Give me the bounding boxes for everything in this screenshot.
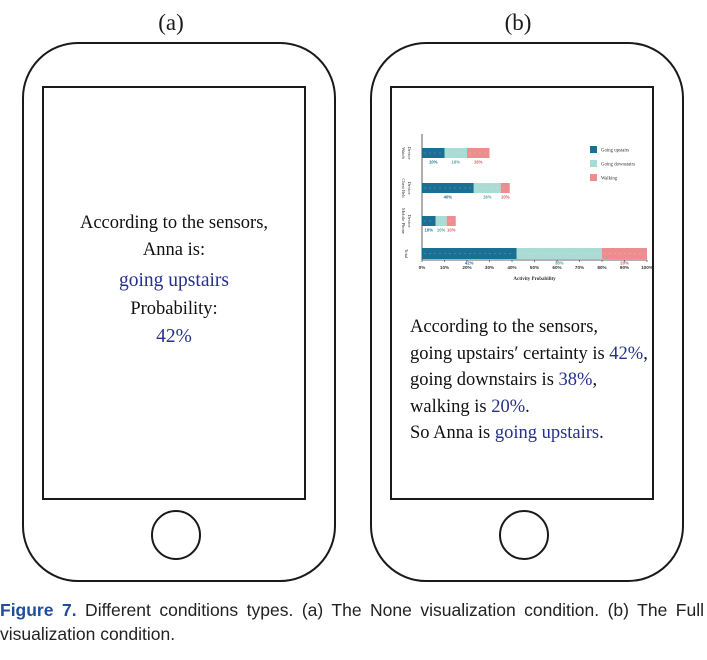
home-button-b[interactable] bbox=[499, 510, 549, 560]
x-tick-label: 20% bbox=[462, 265, 471, 270]
category-label: Watch bbox=[401, 147, 406, 159]
bar-segment bbox=[516, 248, 602, 259]
panel-a-text: According to the sensors, Anna is: going… bbox=[44, 210, 304, 350]
legend-swatch bbox=[590, 146, 597, 153]
bar-value-label: 16% bbox=[474, 160, 483, 165]
bar-segment bbox=[435, 216, 447, 226]
bar-segment bbox=[422, 248, 517, 259]
panel-b-line-2: going upstairs′ certainty is 42%, bbox=[410, 341, 672, 368]
activity-chart: 0% 10% 20% 30% 40% 50% 60% 70% 80% 90% 100% Activit… bbox=[401, 134, 652, 282]
phone-a-screen: According to the sensors, Anna is: going… bbox=[42, 86, 306, 500]
panel-b-line-5-suffix: . bbox=[599, 423, 604, 443]
conclusion-activity: going upstairs bbox=[494, 423, 600, 443]
panel-b-line-2-prefix: going upstairs′ certainty is bbox=[410, 343, 610, 364]
panel-a-line-1: According to the sensors, bbox=[79, 213, 269, 233]
x-tick-label: 0% bbox=[419, 265, 426, 270]
panel-b-line-5-prefix: So Anna is bbox=[410, 423, 495, 443]
category-label: Device bbox=[407, 146, 412, 159]
panel-a-line-2: Anna is: bbox=[142, 240, 206, 260]
panel-b-line-2-suffix: , bbox=[643, 343, 648, 364]
x-tick-label: 50% bbox=[530, 265, 539, 270]
figure-label: Figure 7. bbox=[0, 600, 77, 620]
phone-b-screen: 0% 10% 20% 30% 40% 50% 60% 70% 80% 90% 100% Activit… bbox=[390, 86, 654, 500]
x-tick-label: 80% bbox=[597, 265, 606, 270]
category-label: Mobile Phone bbox=[401, 208, 406, 234]
bar-value-label: 10% bbox=[429, 160, 438, 165]
figure-caption: Figure 7. Different conditions types. (a… bbox=[0, 598, 704, 646]
x-tick-label: 70% bbox=[575, 265, 584, 270]
bar-segment bbox=[422, 216, 436, 226]
x-tick-label: 100% bbox=[641, 265, 652, 270]
panel-label-a: (a) bbox=[158, 10, 184, 35]
legend-label: Walking bbox=[601, 177, 618, 182]
upstairs-certainty-value: 42% bbox=[609, 343, 644, 364]
category-label: Device bbox=[407, 214, 412, 227]
bar-value-label: 42% bbox=[465, 261, 474, 266]
bar-segment bbox=[500, 183, 510, 193]
bar-segment bbox=[422, 148, 445, 158]
bar-value-label: 38% bbox=[555, 261, 564, 266]
bar-segment bbox=[444, 148, 467, 158]
bar-value-label: 16% bbox=[483, 195, 492, 200]
bar-segment bbox=[422, 183, 474, 193]
bar-segment bbox=[446, 216, 456, 226]
bar-segment bbox=[602, 248, 647, 259]
category-label: Device bbox=[407, 181, 412, 194]
x-tick-label: 10% bbox=[440, 265, 449, 270]
panel-b-line-3: going downstairs is 38%, bbox=[410, 367, 672, 394]
panel-b-line-3-prefix: going downstairs is bbox=[410, 370, 559, 390]
panel-a-probability-value: 42% bbox=[156, 326, 192, 347]
bar-value-label: 40% bbox=[444, 195, 453, 200]
home-button-a[interactable] bbox=[151, 510, 201, 560]
bar-segment bbox=[467, 148, 490, 158]
bar-value-label: 16% bbox=[452, 160, 461, 165]
panel-a-probability-label: Probability: bbox=[130, 299, 218, 319]
bar-value-label: 10% bbox=[501, 195, 510, 200]
category-label: Chest Belt bbox=[401, 178, 406, 198]
bar-value-label: 10% bbox=[425, 228, 434, 233]
panel-b-line-5: So Anna is going upstairs. bbox=[410, 420, 672, 447]
x-tick-label: 90% bbox=[620, 265, 629, 270]
downstairs-value: 38% bbox=[558, 370, 593, 390]
legend-swatch bbox=[590, 160, 597, 167]
panel-b-text: According to the sensors, going upstairs… bbox=[410, 314, 672, 447]
panel-b-line-4-prefix: walking is bbox=[410, 396, 492, 417]
legend-label: Going upstairs bbox=[601, 149, 629, 154]
phone-b: 0% 10% 20% 30% 40% 50% 60% 70% 80% 90% 100% Activit… bbox=[370, 42, 684, 582]
x-tick-label: 30% bbox=[485, 265, 494, 270]
bar-segment bbox=[473, 183, 501, 193]
caption-text: Different conditions types. (a) The None… bbox=[0, 600, 704, 644]
bar-value-label: 10% bbox=[447, 228, 456, 233]
x-tick-label: 60% bbox=[552, 265, 561, 270]
x-tick-label: 40% bbox=[507, 265, 516, 270]
bar-value-label: 10% bbox=[437, 228, 446, 233]
panel-b-line-3-suffix: , bbox=[592, 370, 598, 390]
panel-a-activity: going upstairs bbox=[119, 270, 229, 291]
category-label: Total bbox=[404, 249, 409, 259]
panel-label-b: (b) bbox=[504, 10, 532, 35]
x-axis-title: Activity Probability bbox=[513, 277, 556, 282]
phone-a: According to the sensors, Anna is: going… bbox=[22, 42, 336, 582]
bar-value-label: 20% bbox=[620, 261, 629, 266]
legend-label: Going downstairs bbox=[601, 163, 635, 168]
panel-b-line-4: walking is 20%. bbox=[410, 394, 672, 421]
panel-b-line-4-suffix: . bbox=[525, 396, 530, 417]
legend-swatch bbox=[590, 174, 597, 181]
panel-b-line-1: According to the sensors, bbox=[410, 317, 599, 337]
walking-value: 20% bbox=[491, 396, 526, 417]
